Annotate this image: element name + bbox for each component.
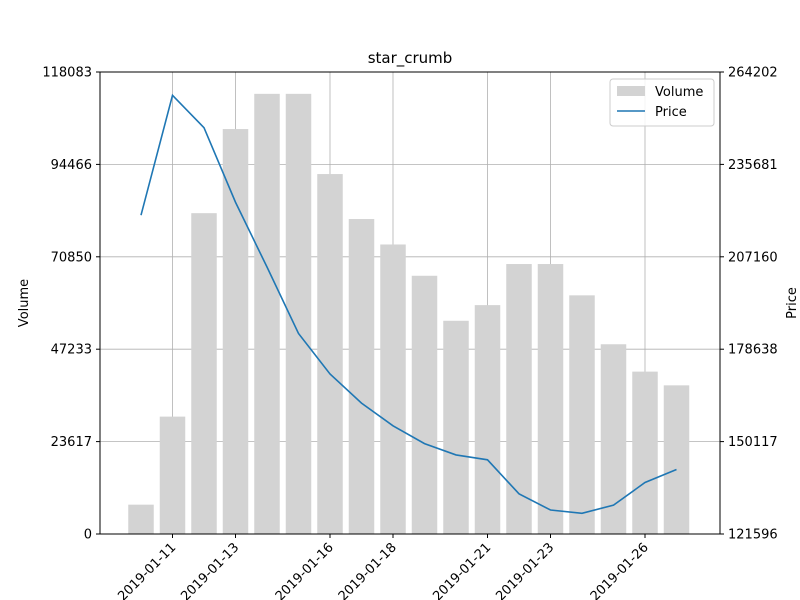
y-right-tick-label: 178638 — [728, 343, 778, 358]
volume-bar — [348, 219, 375, 534]
y-right-tick-label: 264202 — [728, 66, 778, 81]
volume-bar — [569, 295, 595, 534]
volume-bar — [317, 174, 343, 534]
x-tick-label: 2019-01-21 — [430, 540, 494, 600]
volume-bars — [128, 93, 690, 535]
volume-bar — [600, 344, 627, 534]
volume-bar — [128, 504, 154, 534]
volume-bar — [663, 385, 690, 534]
y-right-tick-label: 121596 — [728, 528, 778, 543]
y-axis-left-label: Volume — [17, 279, 32, 327]
volume-bar — [632, 371, 658, 534]
x-tick-label: 2019-01-18 — [336, 540, 400, 600]
legend-swatch-volume — [617, 86, 645, 96]
y-right-tick-label: 207160 — [728, 250, 778, 265]
y-left-tick-label: 0 — [84, 528, 92, 543]
x-tick-label: 2019-01-16 — [273, 540, 337, 600]
volume-bar — [254, 93, 280, 534]
volume-bar — [506, 264, 532, 534]
x-tick-label: 2019-01-11 — [115, 540, 179, 600]
chart-title: star_crumb — [368, 49, 453, 68]
y-left-tick-label: 118083 — [42, 66, 92, 81]
legend-label-price: Price — [655, 105, 687, 120]
y-left-tick-label: 70850 — [51, 250, 92, 265]
legend: Volume Price — [609, 78, 715, 127]
y-right-tick-label: 235681 — [728, 158, 778, 173]
y-right-tick-label: 150117 — [728, 435, 778, 450]
price-line — [140, 93, 677, 515]
legend-label-volume: Volume — [655, 85, 703, 100]
volume-bar — [380, 244, 406, 534]
x-tick-label: 2019-01-26 — [588, 540, 652, 600]
x-tick-label: 2019-01-23 — [493, 540, 557, 600]
y-axis-right-label: Price — [785, 287, 800, 319]
volume-bar — [537, 264, 564, 534]
x-tick-label: 2019-01-13 — [178, 540, 242, 600]
volume-bar — [222, 129, 249, 534]
volume-bar — [191, 213, 217, 535]
y-left-tick-label: 47233 — [51, 343, 92, 358]
volume-bar — [443, 320, 469, 534]
volume-bar — [474, 305, 501, 534]
plot-frame — [99, 71, 721, 535]
volume-bar — [411, 275, 438, 534]
y-left-tick-label: 94466 — [51, 158, 92, 173]
price-line-layer — [140, 93, 677, 515]
volume-bar — [159, 416, 186, 534]
y-left-tick-label: 23617 — [51, 435, 92, 450]
